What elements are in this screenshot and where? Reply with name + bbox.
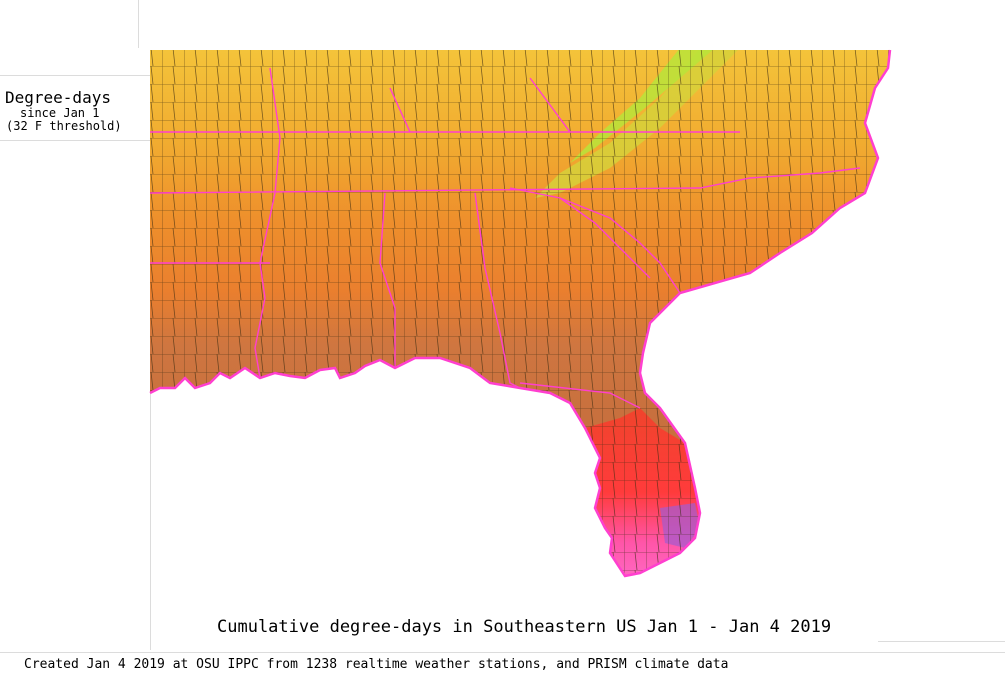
- frame-line-bottom-right: [878, 641, 1005, 642]
- frame-line-legend-bottom: [0, 140, 150, 141]
- legend-threshold: (32 F threshold): [6, 119, 122, 133]
- frame-line-top-left: [138, 0, 139, 48]
- credit-line: Created Jan 4 2019 at OSU IPPC from 1238…: [24, 657, 729, 672]
- land-area: [140, 50, 890, 576]
- legend-box: Degree-days since Jan 1 (32 F threshold): [0, 76, 150, 140]
- coastline: [149, 49, 892, 578]
- frame-line-legend-top: [0, 75, 150, 76]
- state-borders: [149, 67, 861, 409]
- map-caption: Cumulative degree-days in Southeastern U…: [217, 617, 832, 637]
- legend-title: Degree-days: [5, 88, 111, 107]
- map-svg: [140, 49, 892, 578]
- legend-since: since Jan 1: [20, 106, 100, 120]
- degree-days-map: [140, 48, 900, 588]
- frame-line-bottom: [0, 652, 1005, 653]
- frame-line-left: [150, 140, 151, 650]
